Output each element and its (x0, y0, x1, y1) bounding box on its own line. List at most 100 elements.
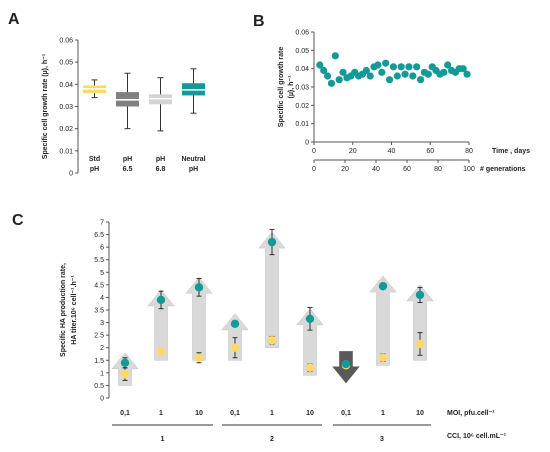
y-tick-label: 0.01 (295, 121, 309, 128)
data-point (393, 72, 401, 80)
y-tick-label: 0.05 (59, 60, 73, 67)
x2-tick-label: 100 (463, 166, 475, 173)
trend-arrow (258, 231, 286, 349)
x-tick-label: 20 (349, 148, 357, 155)
category-label-line1: pH (123, 156, 132, 163)
data-point (316, 61, 324, 69)
cci-group-label: 1 (161, 436, 165, 443)
data-point (413, 63, 421, 71)
trend-arrow (296, 308, 324, 376)
y-tick-label: 6 (100, 245, 104, 252)
data-point (374, 61, 382, 69)
data-point (401, 70, 409, 78)
data-point (156, 295, 166, 305)
x-axis-label: Time , days (492, 148, 530, 155)
data-point (378, 281, 388, 291)
x-tick-label: 40 (388, 148, 396, 155)
y-tick-label: 2.5 (94, 333, 104, 340)
y-axis-label-line2: (µ), h⁻¹ (288, 75, 295, 99)
y-axis-label-line1: Specific HA production rate, (60, 263, 67, 357)
data-point (194, 283, 204, 292)
moi-tick-label: 1 (159, 410, 163, 417)
data-point (156, 347, 166, 356)
moi-tick-label: 10 (416, 410, 424, 417)
trend-arrow (221, 313, 249, 361)
data-point (362, 66, 370, 75)
x2-tick-label: 60 (403, 166, 411, 173)
y-tick-label: 3.5 (94, 308, 104, 315)
data-point (389, 63, 398, 71)
category-label-line2: pH (90, 166, 99, 173)
data-point (382, 59, 390, 67)
x2-tick-label: 40 (372, 166, 380, 173)
category-label-line1: Std (89, 156, 100, 163)
y-axis-label-line1: Specific cell growth rate (278, 47, 285, 128)
y-tick-label: 1 (100, 370, 104, 377)
panel-label-a: A (8, 11, 20, 28)
moi-tick-label: 1 (270, 410, 274, 417)
y-tick-label: 0.04 (295, 66, 309, 73)
data-point (463, 70, 471, 78)
x2-tick-label: 80 (434, 166, 442, 173)
data-point (444, 61, 452, 69)
data-point (323, 72, 332, 80)
y-tick-label: 7 (100, 220, 104, 227)
y-axis-label-line2: HA titer.10⁶ cell⁻¹.h⁻¹ (71, 275, 78, 345)
y-axis-label: Specific cell growth rate (µ), h⁻¹ (42, 53, 49, 159)
cci-axis-label: CCI, 10⁶ cell.mL⁻¹ (447, 433, 507, 440)
data-point (331, 52, 339, 60)
data-point (335, 76, 343, 84)
moi-tick-label: 0,1 (230, 410, 240, 417)
x-tick-label: 60 (426, 148, 434, 155)
data-point (120, 369, 130, 379)
category-label-line1: pH (156, 156, 165, 163)
y-tick-label: 5 (100, 270, 104, 277)
y-tick-label: 0.01 (59, 148, 73, 155)
data-point (194, 353, 204, 362)
data-point (459, 65, 467, 73)
y-tick-label: 0 (305, 140, 309, 147)
cci-group-label: 3 (380, 436, 384, 443)
data-point (341, 359, 351, 369)
moi-tick-label: 0,1 (341, 410, 351, 417)
y-tick-label: 2 (100, 345, 104, 352)
data-point (397, 63, 405, 71)
y-tick-label: 4 (100, 295, 104, 302)
moi-tick-label: 10 (306, 410, 314, 417)
category-label-line1: Neutral (181, 156, 205, 163)
category-label-line2: 6.8 (156, 166, 166, 173)
y-tick-label: 1.5 (94, 358, 104, 365)
y-tick-label: 0.02 (295, 103, 309, 110)
data-point (230, 343, 240, 352)
y-tick-label: 5.5 (94, 257, 104, 264)
data-point (120, 358, 130, 367)
data-point (267, 335, 277, 345)
data-point (415, 290, 425, 300)
trend-arrow (369, 275, 397, 366)
chart-b: 0 0.01 0.02 0.03 0.04 0.05 0.06 0 20 40 60 80 0 20 40 6… (278, 30, 530, 174)
data-point (378, 68, 386, 76)
data-point (339, 68, 347, 76)
y-tick-label: 0.04 (59, 82, 73, 89)
moi-tick-label: 0,1 (120, 410, 130, 417)
data-point (267, 237, 277, 247)
data-point (409, 72, 417, 80)
data-point (230, 319, 240, 329)
panel-label-b: B (253, 13, 265, 30)
cci-group-label: 2 (270, 436, 274, 443)
category-label-line2: pH (189, 166, 198, 173)
data-point (305, 363, 315, 373)
y-tick-label: 0 (69, 171, 73, 178)
x-tick-label: 0 (312, 148, 316, 155)
trend-arrow (185, 276, 213, 361)
data-point (385, 76, 394, 84)
chart-a: 0 0.01 0.02 0.03 0.04 0.05 0.06 Specific cell g… (42, 38, 206, 178)
moi-axis-label: MOI, pfu.cell⁻¹ (447, 410, 495, 417)
moi-tick-label: 10 (195, 410, 203, 417)
y-tick-label: 3 (100, 320, 104, 327)
y-tick-label: 0.03 (295, 85, 309, 92)
y-tick-label: 0.05 (295, 48, 309, 55)
data-point (305, 314, 315, 323)
trend-arrow (406, 284, 434, 361)
